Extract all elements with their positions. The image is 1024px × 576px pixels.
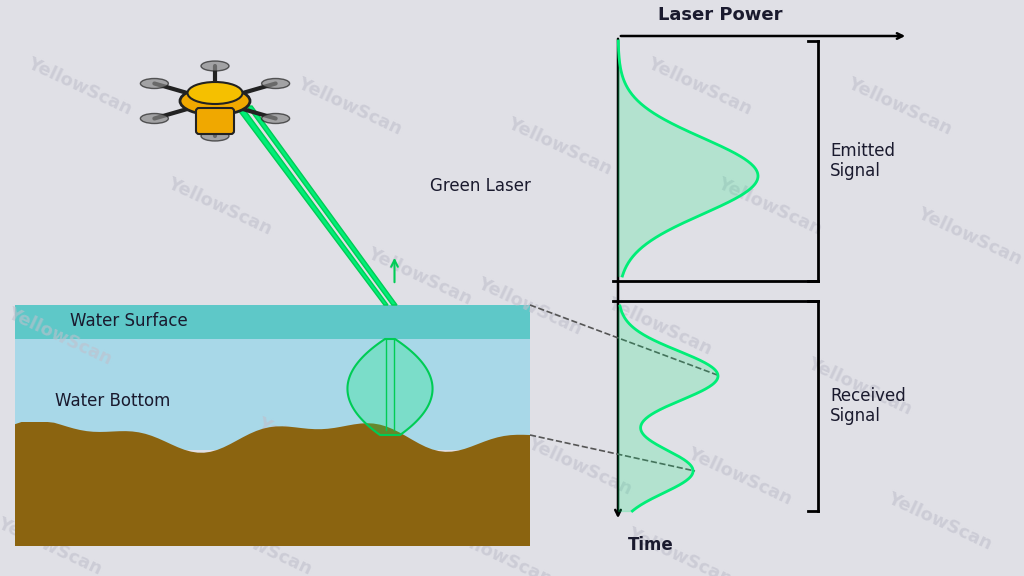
Ellipse shape [261, 113, 290, 123]
Text: YellowScan: YellowScan [645, 54, 755, 118]
Text: YellowScan: YellowScan [845, 74, 955, 138]
Ellipse shape [140, 113, 168, 123]
Polygon shape [234, 106, 388, 305]
Ellipse shape [201, 131, 229, 141]
Polygon shape [247, 106, 397, 305]
Text: Laser Power: Laser Power [658, 6, 782, 24]
Text: YellowScan: YellowScan [165, 174, 275, 238]
Text: YellowScan: YellowScan [625, 524, 735, 576]
Text: YellowScan: YellowScan [365, 244, 475, 308]
FancyBboxPatch shape [15, 339, 530, 450]
Text: YellowScan: YellowScan [685, 444, 795, 508]
Text: YellowScan: YellowScan [505, 114, 615, 178]
Text: Water Surface: Water Surface [70, 312, 187, 330]
Polygon shape [347, 339, 432, 435]
Text: YellowScan: YellowScan [295, 74, 406, 138]
Text: YellowScan: YellowScan [0, 514, 105, 576]
Text: YellowScan: YellowScan [25, 54, 135, 118]
FancyBboxPatch shape [196, 108, 234, 134]
Text: YellowScan: YellowScan [475, 274, 585, 338]
Text: YellowScan: YellowScan [805, 354, 915, 418]
Text: Time: Time [628, 536, 674, 554]
Text: YellowScan: YellowScan [525, 434, 635, 498]
Text: YellowScan: YellowScan [125, 444, 236, 508]
Text: YellowScan: YellowScan [914, 204, 1024, 268]
Text: YellowScan: YellowScan [605, 294, 715, 358]
Polygon shape [15, 422, 530, 546]
Text: Received
Signal: Received Signal [830, 386, 906, 426]
Text: Green Laser: Green Laser [430, 177, 530, 195]
Text: YellowScan: YellowScan [444, 524, 555, 576]
Ellipse shape [261, 78, 290, 89]
Text: YellowScan: YellowScan [715, 174, 825, 238]
Text: YellowScan: YellowScan [5, 304, 115, 368]
Text: YellowScan: YellowScan [205, 514, 315, 576]
Ellipse shape [187, 82, 243, 104]
Ellipse shape [201, 61, 229, 71]
FancyBboxPatch shape [15, 305, 530, 339]
Ellipse shape [140, 78, 168, 89]
Text: YellowScan: YellowScan [255, 414, 366, 478]
Text: Emitted
Signal: Emitted Signal [830, 142, 895, 180]
Ellipse shape [180, 87, 250, 115]
Text: YellowScan: YellowScan [885, 489, 995, 553]
Text: Water Bottom: Water Bottom [55, 392, 170, 410]
